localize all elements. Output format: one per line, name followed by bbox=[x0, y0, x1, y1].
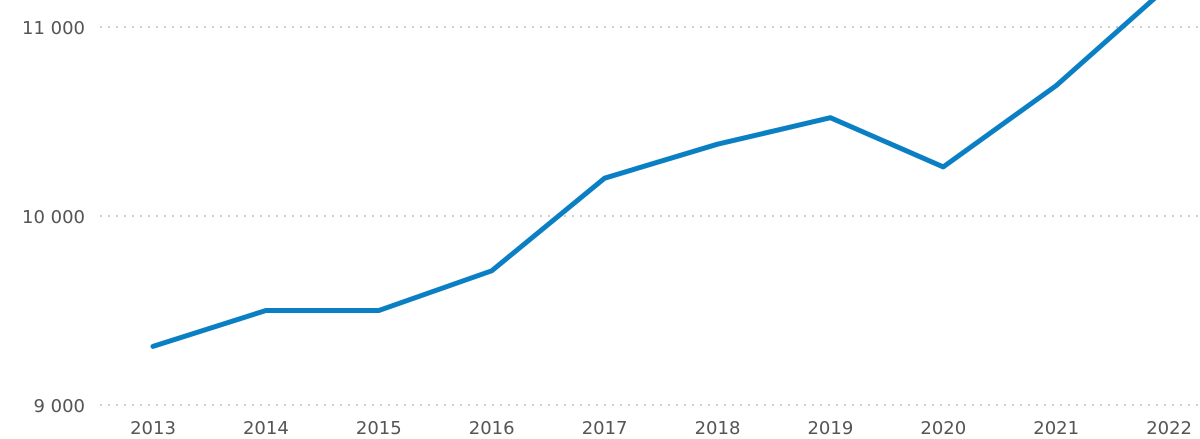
x-tick-label: 2021 bbox=[1033, 418, 1079, 439]
y-tick-label: 9 000 bbox=[33, 396, 85, 417]
data-point bbox=[827, 115, 833, 121]
data-point bbox=[263, 308, 269, 314]
series-line bbox=[150, 0, 1157, 349]
x-tick-label: 2019 bbox=[807, 418, 853, 439]
gridlines bbox=[100, 26, 1200, 406]
data-point bbox=[150, 343, 156, 349]
data-point bbox=[489, 268, 495, 274]
x-tick-label: 2015 bbox=[356, 418, 402, 439]
y-axis-tick-labels: 9 000 10 000 11 000 bbox=[22, 18, 85, 417]
y-tick-label: 10 000 bbox=[22, 207, 85, 228]
y-tick-label: 11 000 bbox=[22, 18, 85, 39]
x-tick-label: 2014 bbox=[243, 418, 289, 439]
x-tick-label: 2022 bbox=[1146, 418, 1192, 439]
data-point bbox=[715, 141, 721, 147]
x-tick-label: 2013 bbox=[130, 418, 176, 439]
data-point bbox=[602, 175, 608, 181]
data-point bbox=[1053, 83, 1059, 89]
x-tick-label: 2018 bbox=[695, 418, 741, 439]
series-layer bbox=[150, 0, 1157, 349]
data-point bbox=[940, 164, 946, 170]
x-tick-label: 2016 bbox=[469, 418, 515, 439]
x-tick-label: 2017 bbox=[582, 418, 628, 439]
x-axis-tick-labels: 2013 2014 2015 2016 2017 2018 2019 2020 2021 2022 bbox=[130, 418, 1192, 439]
x-tick-label: 2020 bbox=[920, 418, 966, 439]
data-point bbox=[376, 308, 382, 314]
